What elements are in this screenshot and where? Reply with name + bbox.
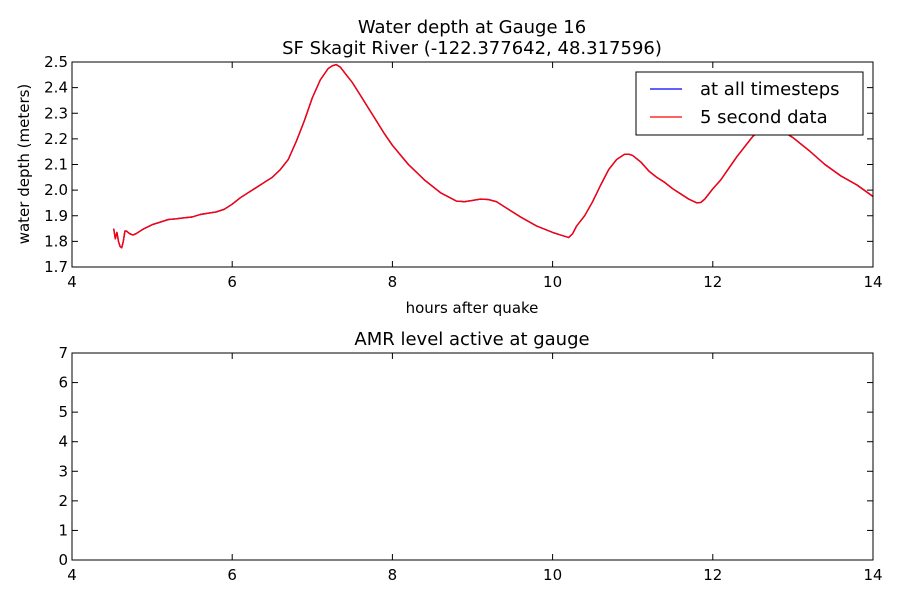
x-tick-label: 6 (227, 566, 237, 584)
y-tick-label: 1 (58, 521, 68, 539)
legend-label-5-second: 5 second data (700, 107, 828, 128)
x-tick-label: 10 (543, 566, 562, 584)
depth-chart: Water depth at Gauge 16 SF Skagit River … (15, 17, 883, 317)
y-tick-label: 1.7 (44, 258, 68, 276)
y-tick-label: 1.8 (44, 232, 68, 250)
legend: at all timesteps 5 second data (635, 71, 864, 136)
y-tick-label: 6 (58, 374, 68, 392)
x-tick-label: 4 (67, 273, 77, 291)
legend-box (635, 71, 864, 136)
y-tick-label: 2.3 (44, 104, 68, 122)
x-tick-label: 12 (703, 566, 722, 584)
x-ticks: 4 6 8 10 12 14 (67, 353, 883, 584)
x-tick-label: 10 (543, 273, 562, 291)
legend-label-all-timesteps: at all timesteps (700, 79, 840, 100)
x-tick-label: 12 (703, 273, 722, 291)
chart-subtitle: SF Skagit River (-122.377642, 48.317596) (282, 38, 662, 59)
y-tick-label: 4 (58, 433, 68, 451)
y-tick-label: 2.1 (44, 156, 68, 174)
y-ticks: 0 1 2 3 4 5 6 7 (58, 344, 873, 569)
chart-title: Water depth at Gauge 16 (358, 17, 586, 38)
y-tick-label: 2.4 (44, 79, 68, 97)
y-tick-label: 2.5 (44, 53, 68, 71)
amr-level-chart: AMR level active at gauge 4 6 8 10 12 14 0123… (58, 329, 882, 584)
x-tick-label: 14 (863, 566, 882, 584)
y-axis-label: water depth (meters) (15, 84, 33, 245)
y-tick-label: 1.9 (44, 207, 68, 225)
y-tick-label: 5 (58, 403, 68, 421)
series-lines (113, 63, 874, 249)
series-line-5-second-data (113, 63, 874, 249)
y-tick-label: 0 (58, 551, 68, 569)
chart-title: AMR level active at gauge (354, 329, 589, 350)
y-ticks: 1.7 1.8 1.9 2.0 2.1 2.2 2.3 2.4 2.5 (44, 53, 873, 276)
x-ticks: 4 6 8 10 12 14 (67, 62, 883, 291)
y-tick-label: 7 (58, 344, 68, 362)
y-tick-label: 3 (58, 462, 68, 480)
x-tick-label: 14 (863, 273, 882, 291)
y-tick-label: 2 (58, 492, 68, 510)
y-tick-label: 2.2 (44, 130, 68, 148)
plot-frame (71, 352, 874, 561)
x-tick-label: 8 (388, 566, 398, 584)
y-tick-label: 2.0 (44, 181, 68, 199)
x-tick-label: 8 (388, 273, 398, 291)
x-axis-label: hours after quake (406, 299, 539, 317)
x-tick-label: 4 (67, 566, 77, 584)
x-tick-label: 6 (227, 273, 237, 291)
